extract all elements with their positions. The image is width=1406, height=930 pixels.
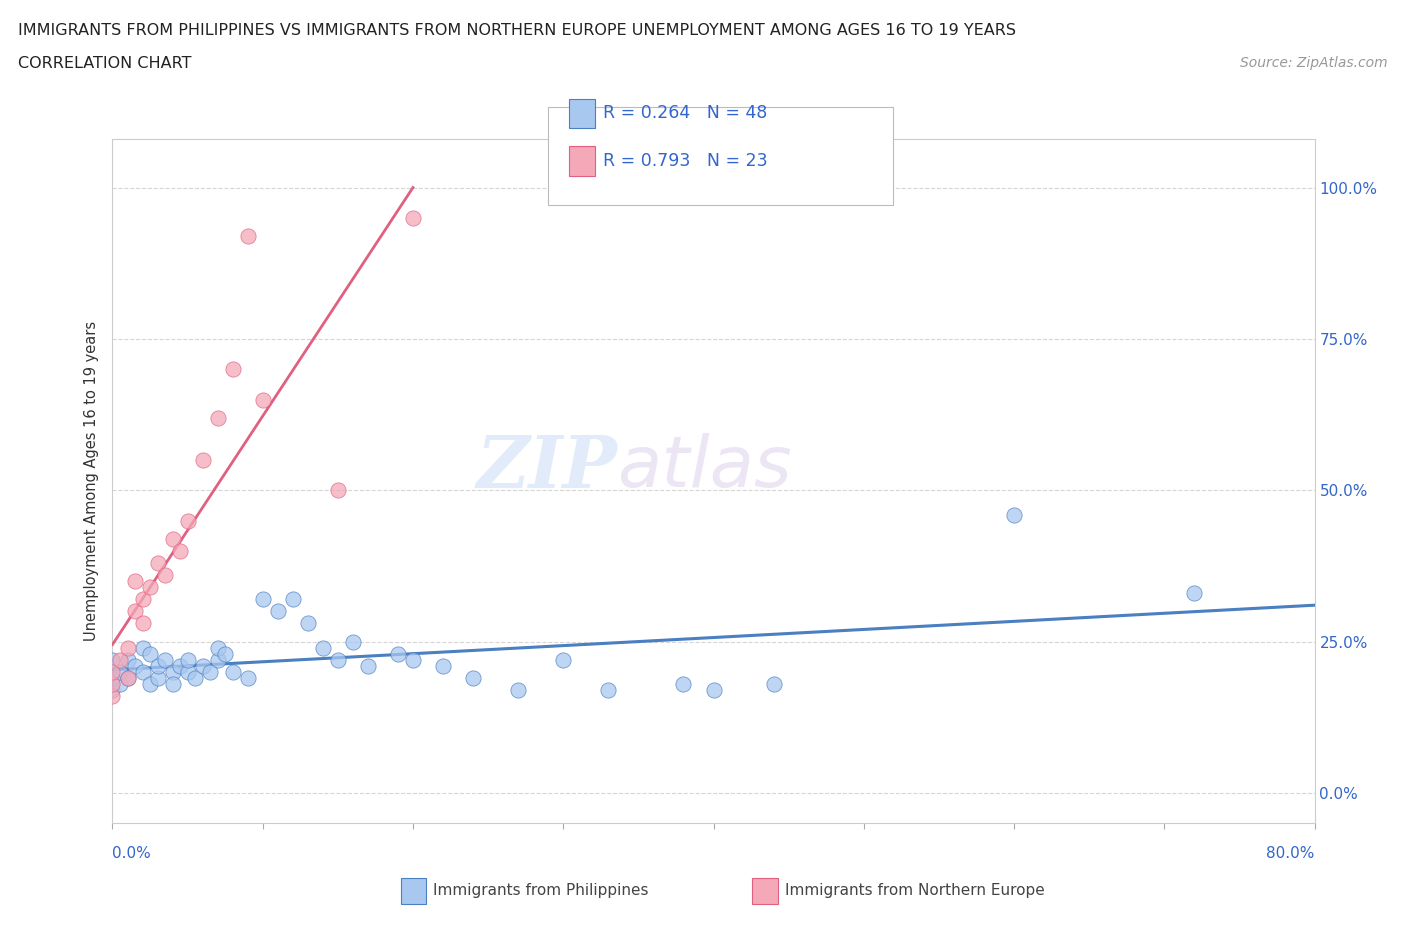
Point [326, 483, 349, 498]
Point [101, 676, 124, 691]
Point [117, 652, 139, 667]
Text: ZIP: ZIP [477, 432, 617, 503]
Text: R = 0.264   N = 48: R = 0.264 N = 48 [603, 104, 768, 123]
Text: Source: ZipAtlas.com: Source: ZipAtlas.com [1240, 56, 1388, 70]
Point [176, 664, 198, 679]
Point [162, 531, 184, 546]
Point [108, 652, 131, 667]
Point [124, 658, 146, 673]
Point [139, 646, 162, 661]
Point [598, 683, 620, 698]
Point [252, 392, 274, 407]
Point [153, 652, 176, 667]
Point [139, 579, 162, 594]
Point [117, 671, 139, 685]
Point [672, 676, 695, 691]
Text: Immigrants from Northern Europe: Immigrants from Northern Europe [785, 884, 1045, 898]
Point [281, 591, 304, 606]
Point [402, 211, 425, 226]
Point [214, 646, 236, 661]
Point [326, 652, 349, 667]
Point [508, 683, 530, 698]
Point [198, 664, 221, 679]
Point [101, 688, 124, 703]
Text: IMMIGRANTS FROM PHILIPPINES VS IMMIGRANTS FROM NORTHERN EUROPE UNEMPLOYMENT AMON: IMMIGRANTS FROM PHILIPPINES VS IMMIGRANT… [18, 23, 1017, 38]
Point [176, 652, 198, 667]
Point [236, 229, 259, 244]
Point [191, 658, 214, 673]
Point [207, 640, 229, 655]
Text: 0.0%: 0.0% [112, 846, 152, 861]
Point [139, 676, 162, 691]
Point [146, 671, 169, 685]
Text: 80.0%: 80.0% [1267, 846, 1315, 861]
Point [297, 616, 319, 631]
Point [553, 652, 575, 667]
Point [131, 664, 153, 679]
Point [169, 658, 191, 673]
Point [108, 676, 131, 691]
Point [207, 652, 229, 667]
Point [101, 683, 124, 698]
Point [342, 634, 364, 649]
Point [222, 664, 245, 679]
Point [131, 640, 153, 655]
Point [101, 664, 124, 679]
Point [461, 671, 484, 685]
Point [131, 591, 153, 606]
Point [101, 671, 124, 685]
Point [101, 652, 124, 667]
Point [146, 658, 169, 673]
Point [402, 652, 425, 667]
Point [153, 567, 176, 582]
Point [176, 513, 198, 528]
Y-axis label: Unemployment Among Ages 16 to 19 years: Unemployment Among Ages 16 to 19 years [84, 321, 100, 642]
Point [184, 671, 207, 685]
Point [162, 664, 184, 679]
Point [267, 604, 290, 618]
Point [162, 676, 184, 691]
Point [702, 683, 725, 698]
Point [169, 543, 191, 558]
Point [1002, 507, 1025, 522]
Text: CORRELATION CHART: CORRELATION CHART [18, 56, 191, 71]
Point [108, 664, 131, 679]
Point [191, 453, 214, 468]
Point [131, 616, 153, 631]
Text: Immigrants from Philippines: Immigrants from Philippines [433, 884, 648, 898]
Text: atlas: atlas [617, 433, 792, 502]
Point [117, 671, 139, 685]
Point [312, 640, 335, 655]
Point [252, 591, 274, 606]
Point [207, 410, 229, 425]
Point [146, 555, 169, 570]
Text: R = 0.793   N = 23: R = 0.793 N = 23 [603, 152, 768, 170]
Point [236, 671, 259, 685]
Point [1184, 586, 1206, 601]
Point [387, 646, 409, 661]
Point [432, 658, 454, 673]
Point [124, 604, 146, 618]
Point [124, 574, 146, 589]
Point [762, 676, 785, 691]
Point [117, 640, 139, 655]
Point [222, 362, 245, 377]
Point [357, 658, 380, 673]
